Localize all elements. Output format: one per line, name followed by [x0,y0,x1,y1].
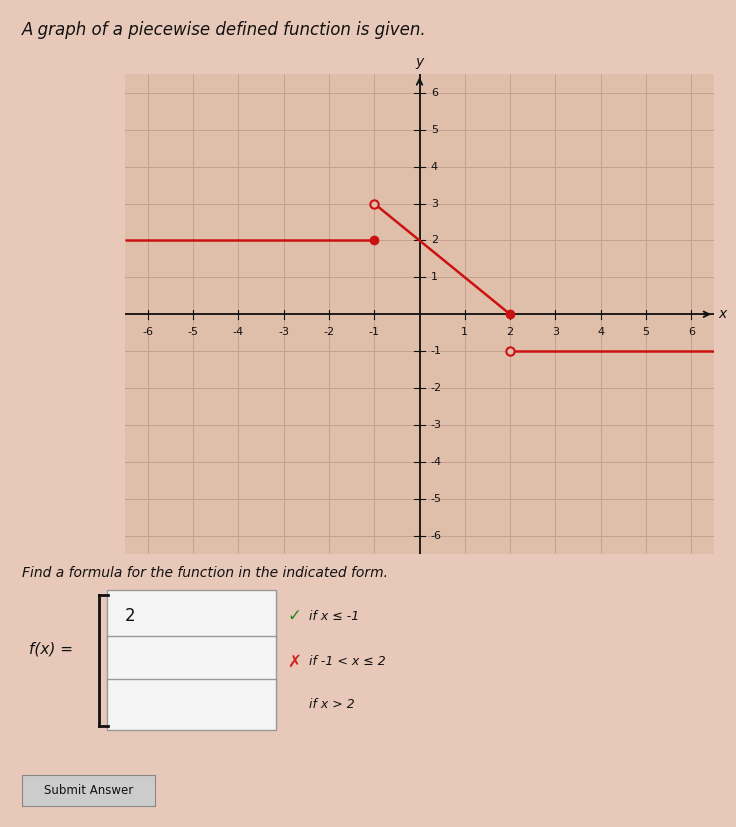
Text: if x ≤ -1: if x ≤ -1 [309,609,359,623]
Text: 3: 3 [552,327,559,337]
Text: -3: -3 [431,420,442,430]
Text: -6: -6 [142,327,153,337]
Text: 2: 2 [506,327,514,337]
Text: -3: -3 [278,327,289,337]
Text: -5: -5 [188,327,199,337]
Text: 6: 6 [431,88,438,98]
Text: -1: -1 [431,347,442,356]
Text: -4: -4 [233,327,244,337]
Text: 3: 3 [431,198,438,208]
Text: y: y [415,55,424,69]
Text: ✓: ✓ [287,607,301,625]
Text: Find a formula for the function in the indicated form.: Find a formula for the function in the i… [22,566,388,581]
Text: Submit Answer: Submit Answer [43,784,133,797]
Text: -2: -2 [431,383,442,393]
Text: A graph of a piecewise defined function is given.: A graph of a piecewise defined function … [22,21,427,39]
Text: if -1 < x ≤ 2: if -1 < x ≤ 2 [309,655,386,668]
Text: if x > 2: if x > 2 [309,698,355,711]
Text: 4: 4 [597,327,604,337]
Text: 2: 2 [431,236,438,246]
Text: 4: 4 [431,161,438,172]
Text: -2: -2 [323,327,334,337]
Text: -5: -5 [431,494,442,504]
Text: -4: -4 [431,457,442,467]
Text: 5: 5 [431,125,438,135]
Text: -6: -6 [431,531,442,541]
Text: 1: 1 [431,272,438,282]
Text: x: x [718,308,726,321]
Text: 6: 6 [687,327,695,337]
Text: 5: 5 [643,327,649,337]
Text: 1: 1 [461,327,468,337]
Text: -1: -1 [369,327,380,337]
Text: ✗: ✗ [287,653,301,671]
Text: f(x) =: f(x) = [29,642,74,657]
Text: 2: 2 [125,607,135,625]
